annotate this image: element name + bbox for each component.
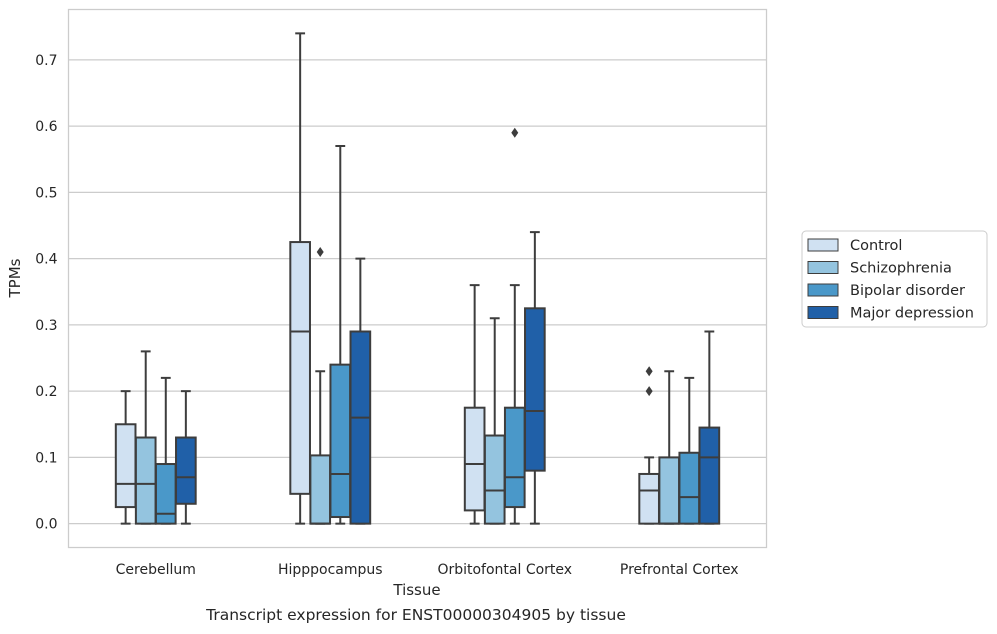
y-tick-label: 0.4 — [35, 252, 57, 268]
x-tick-label: Hipppocampus — [278, 562, 383, 578]
outlier-point — [645, 366, 653, 377]
y-tick-label: 0.5 — [35, 185, 57, 201]
x-axis-label: Tissue — [392, 581, 440, 599]
legend-entry: Control — [850, 238, 902, 254]
legend-swatch — [807, 238, 839, 252]
box-control — [289, 32, 311, 525]
iqr-box — [524, 307, 546, 472]
y-axis-label: TPMs — [6, 258, 24, 298]
iqr-box — [114, 423, 137, 509]
x-tick-label: Orbitofontal Cortex — [437, 562, 572, 578]
boxes — [114, 32, 721, 525]
iqr-box — [658, 456, 681, 525]
iqr-box — [698, 426, 721, 525]
box-major-depression — [175, 390, 197, 525]
box-schizophrenia — [658, 370, 681, 525]
box-major-depression — [349, 257, 372, 525]
outlier-point — [511, 127, 519, 138]
box-bipolar-disorder — [154, 376, 177, 525]
legend-swatch — [807, 261, 839, 274]
iqr-box — [503, 406, 526, 509]
iqr-box — [638, 472, 660, 525]
box-bipolar-disorder — [678, 376, 701, 525]
box-control — [638, 366, 660, 525]
gridlines — [68, 59, 767, 525]
iqr-box — [483, 434, 506, 525]
iqr-box — [309, 454, 332, 525]
y-tick-label: 0.1 — [35, 450, 57, 466]
outlier-point — [316, 246, 324, 257]
y-tick-label: 0.7 — [35, 53, 57, 69]
iqr-box — [329, 363, 352, 519]
box-major-depression — [698, 330, 721, 525]
legend: Control Schizophrenia Bipolar disorder Majo… — [801, 230, 988, 328]
plot-frame — [67, 8, 768, 549]
box-schizophrenia — [134, 350, 157, 525]
legend-swatch — [807, 306, 839, 319]
iqr-box — [134, 436, 157, 525]
outlier-point — [645, 386, 653, 397]
y-tick-label: 0.3 — [35, 318, 57, 334]
legend-entry: Bipolar disorder — [850, 283, 965, 299]
box-control — [463, 284, 486, 525]
box-schizophrenia — [309, 246, 332, 525]
box-control — [114, 390, 137, 525]
legend-entry: Major depression — [850, 306, 974, 322]
iqr-box — [678, 451, 701, 525]
box-major-depression — [524, 231, 546, 525]
y-tick-label: 0.6 — [35, 119, 57, 135]
iqr-box — [463, 406, 486, 512]
x-tick-label: Cerebellum — [116, 562, 196, 578]
box-bipolar-disorder — [503, 127, 526, 525]
box-bipolar-disorder — [329, 144, 352, 525]
y-tick-label: 0.0 — [35, 517, 57, 533]
iqr-box — [175, 436, 197, 505]
iqr-box — [349, 330, 372, 525]
legend-entry: Schizophrenia — [850, 261, 952, 277]
box-schizophrenia — [483, 317, 506, 525]
y-tick-label: 0.2 — [35, 384, 57, 400]
tick-labels: 0.0 0.1 0.2 0.3 0.4 0.5 0.6 0.7 Cerebellum Hipppo… — [35, 53, 738, 578]
x-tick-label: Prefrontal Cortex — [620, 562, 739, 578]
legend-frame — [801, 230, 988, 328]
legend-swatch — [807, 283, 839, 297]
iqr-box — [289, 241, 311, 495]
chart-caption: Transcript expression for ENST0000030490… — [206, 606, 626, 624]
